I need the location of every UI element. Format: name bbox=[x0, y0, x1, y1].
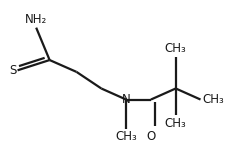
Text: CH₃: CH₃ bbox=[165, 42, 187, 55]
Text: CH₃: CH₃ bbox=[202, 93, 224, 106]
Text: N: N bbox=[122, 93, 130, 106]
Text: CH₃: CH₃ bbox=[115, 130, 137, 143]
Text: NH₂: NH₂ bbox=[25, 13, 47, 26]
Text: CH₃: CH₃ bbox=[165, 117, 187, 130]
Text: O: O bbox=[146, 130, 155, 143]
Text: S: S bbox=[9, 64, 17, 77]
